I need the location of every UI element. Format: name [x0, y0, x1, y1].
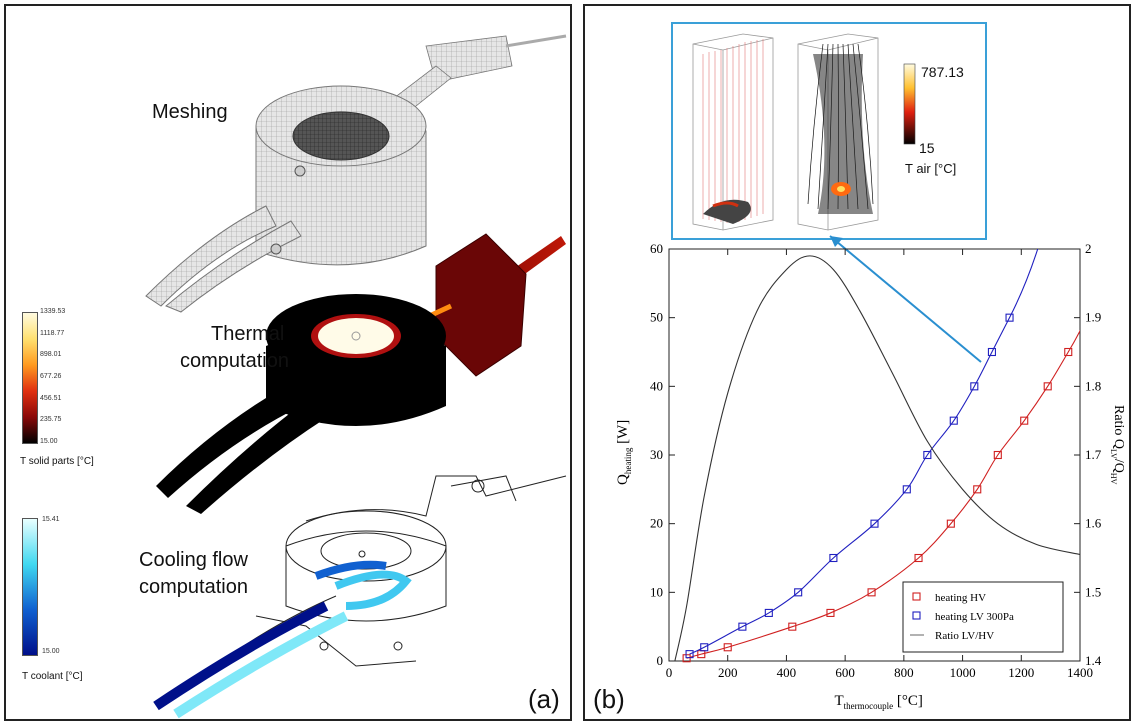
solid-colorbar-tick: 235.75 [40, 416, 62, 424]
simulation-illustrations [145, 34, 567, 719]
data-point-0 [1064, 347, 1073, 357]
data-point-1 [902, 485, 911, 494]
coolant-tick-max: 15.41 [42, 516, 60, 523]
solid-colorbar-tick: 1339.53 [40, 308, 66, 315]
y-axis-label: Qheating [W] [615, 420, 633, 485]
air-colorbar-min: 15 [919, 140, 935, 156]
panel-b: 787.13 15 T air [°C] 0 200 400 600 800 1000 12… [583, 4, 1131, 721]
thermal-label-line1: Thermal [211, 323, 285, 345]
data-point-0 [867, 588, 876, 597]
air-flow-inset: 787.13 15 T air [°C] [671, 22, 987, 240]
panel-b-label: (b) [593, 684, 625, 714]
legend-marker [912, 592, 921, 601]
y-tick-label: 20 [650, 516, 663, 531]
inset-pointer-arrowhead [830, 236, 843, 247]
solid-colorbar-tick: 456.51 [40, 394, 62, 402]
x-tick-label: 800 [894, 665, 914, 680]
series-line-0 [686, 329, 1080, 659]
cooling-label-line1: Cooling flow [139, 549, 248, 571]
legend-label: heating HV [935, 592, 986, 604]
data-point-0 [946, 519, 955, 528]
data-point-0 [682, 654, 691, 663]
x-tick-label: 600 [835, 665, 855, 680]
data-point-1 [685, 650, 694, 659]
data-point-0 [1020, 416, 1029, 425]
heating-power-chart: 0 200 400 600 800 1000 1200 1400 0 10 20 30 40 50 60 1.… [615, 235, 1126, 711]
data-point-1 [870, 519, 879, 528]
x-axis-label: Tthermocouple [°C] [835, 693, 923, 711]
data-point-0 [914, 553, 923, 563]
chart-legend: heating HV heating LV 300Pa Ratio LV/HV [902, 581, 1064, 653]
solid-colorbar-tick: 15.00 [40, 438, 58, 445]
thermal-model [156, 233, 566, 514]
panel-a: Meshing Thermal computation Cooling flow… [4, 4, 572, 721]
solid-colorbar-tick: 677.26 [40, 373, 62, 380]
y-tick-label: 40 [650, 378, 663, 393]
y-tick-label: 30 [650, 447, 663, 462]
cooling-model [153, 475, 567, 719]
data-point-0 [723, 643, 732, 652]
y-tick-label: 10 [650, 584, 663, 599]
data-point-0 [826, 608, 835, 617]
panel-a-label: (a) [528, 684, 560, 714]
coolant-colorbar [22, 518, 38, 656]
inset-pointer-arrow [829, 235, 982, 363]
data-point-1 [923, 450, 932, 460]
meshed-model [145, 34, 567, 313]
data-point-0 [973, 485, 982, 494]
data-point-1 [987, 347, 996, 357]
x-tick-label: 1000 [950, 665, 976, 680]
y2-axis-label: Ratio QLV/QHV [1109, 405, 1126, 485]
y2-tick-label: 1.4 [1085, 653, 1102, 668]
solid-colorbar-tick: 898.01 [40, 351, 62, 359]
cooling-label-line2: computation [139, 576, 248, 598]
data-point-1 [970, 382, 979, 391]
thermal-label-line2: computation [180, 350, 289, 372]
data-point-0 [788, 622, 797, 631]
x-tick-label: 1400 [1067, 665, 1093, 680]
y-tick-label: 60 [650, 241, 663, 256]
legend-box [902, 581, 1064, 653]
y2-tick-label: 1.5 [1085, 584, 1101, 599]
y2-tick-label: 1.7 [1085, 447, 1102, 462]
legend-marker [912, 611, 921, 620]
coolant-tick-min: 15.00 [42, 648, 60, 655]
y-tick-label: 0 [657, 653, 664, 668]
data-point-1 [700, 643, 709, 652]
solid-colorbar-tick: 1118.77 [40, 329, 65, 337]
air-colorbar-title: T air [°C] [905, 161, 957, 176]
data-point-1 [829, 553, 838, 563]
data-point-0 [1043, 382, 1052, 391]
solid-colorbar [22, 312, 38, 444]
y2-tick-label: 1.9 [1085, 310, 1101, 325]
y2-tick-label: 2 [1085, 241, 1092, 256]
x-tick-label: 200 [718, 665, 738, 680]
x-tick-label: 1200 [1008, 665, 1034, 680]
air-flow-render [692, 33, 916, 231]
data-point-1 [949, 416, 958, 425]
legend-label: Ratio LV/HV [935, 630, 994, 642]
meshing-label: Meshing [152, 101, 228, 123]
air-colorbar-max: 787.13 [921, 64, 964, 80]
y2-tick-label: 1.8 [1085, 378, 1101, 393]
x-tick-label: 400 [777, 665, 797, 680]
series-line-2 [674, 255, 1080, 661]
coolant-colorbar-title: T coolant [°C] [22, 671, 83, 682]
y-tick-label: 50 [650, 310, 663, 325]
data-point-1 [764, 608, 773, 617]
x-tick-label: 0 [666, 665, 673, 680]
legend-label: heating LV 300Pa [935, 611, 1014, 623]
y2-tick-label: 1.6 [1085, 516, 1102, 531]
data-point-0 [993, 450, 1002, 460]
data-point-1 [738, 622, 747, 631]
data-point-1 [794, 588, 803, 597]
solid-colorbar-title: T solid parts [°C] [20, 456, 94, 467]
data-point-1 [1005, 313, 1014, 322]
